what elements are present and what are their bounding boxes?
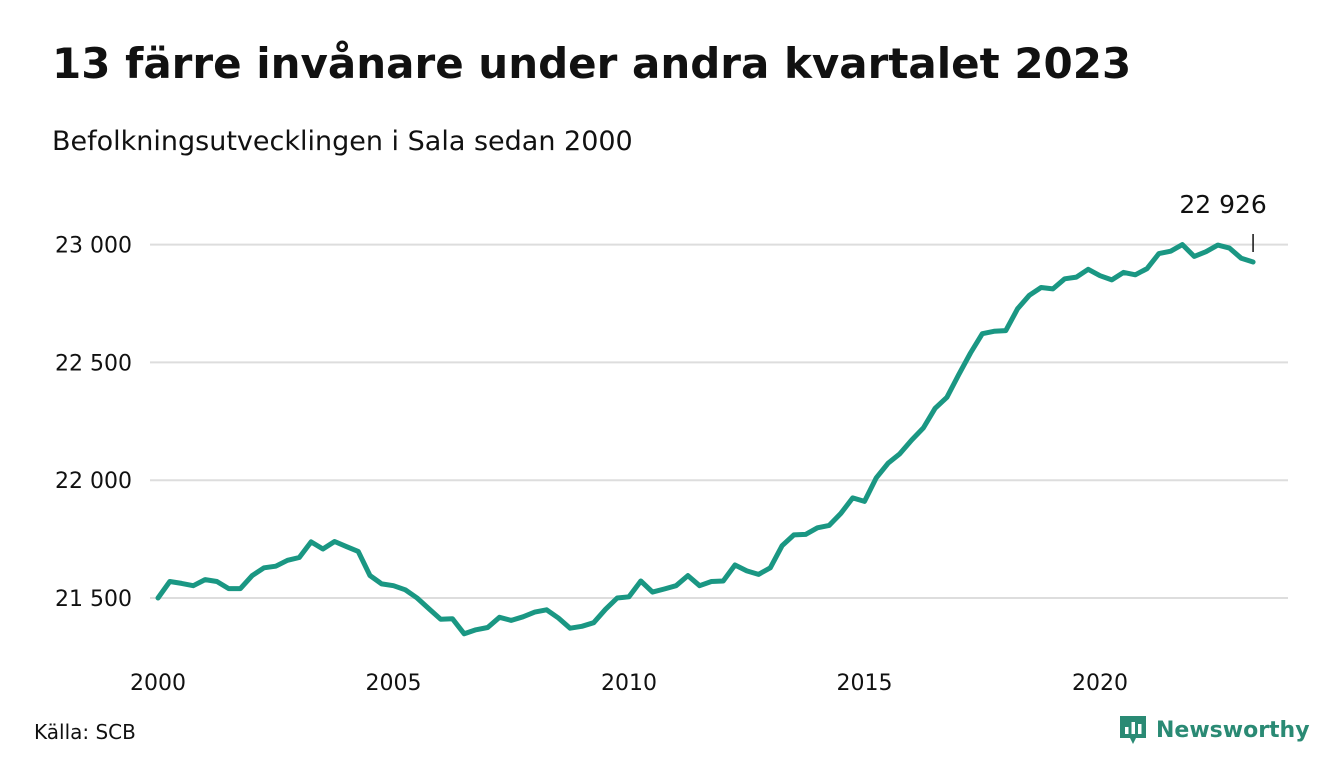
last-value-label: 22 926 xyxy=(1179,190,1266,219)
x-tick-label: 2020 xyxy=(1072,671,1128,696)
chart-subtitle: Befolkningsutvecklingen i Sala sedan 200… xyxy=(52,126,633,157)
x-tick-label: 2010 xyxy=(601,671,657,696)
x-tick-label: 2000 xyxy=(130,671,186,696)
y-tick-label: 22 000 xyxy=(55,469,132,494)
source-note: Källa: SCB xyxy=(34,720,136,744)
population-line xyxy=(155,242,1256,637)
brand-name: Newsworthy xyxy=(1156,717,1310,743)
x-tick-label: 2015 xyxy=(837,671,893,696)
y-tick-label: 22 500 xyxy=(55,351,132,376)
y-tick-label: 21 500 xyxy=(55,587,132,612)
newsworthy-logo-icon xyxy=(1120,716,1146,744)
y-tick-label: 23 000 xyxy=(55,234,132,259)
chart-title: 13 färre invånare under andra kvartalet … xyxy=(52,39,1132,88)
newsworthy-logo: Newsworthy xyxy=(1118,714,1310,746)
grid-lines xyxy=(150,243,1288,599)
x-axis-labels: 2000 2005 2010 2015 2020 xyxy=(130,671,1128,696)
y-axis-labels: 21 500 22 000 22 500 23 000 xyxy=(55,234,132,612)
x-tick-label: 2005 xyxy=(366,671,422,696)
